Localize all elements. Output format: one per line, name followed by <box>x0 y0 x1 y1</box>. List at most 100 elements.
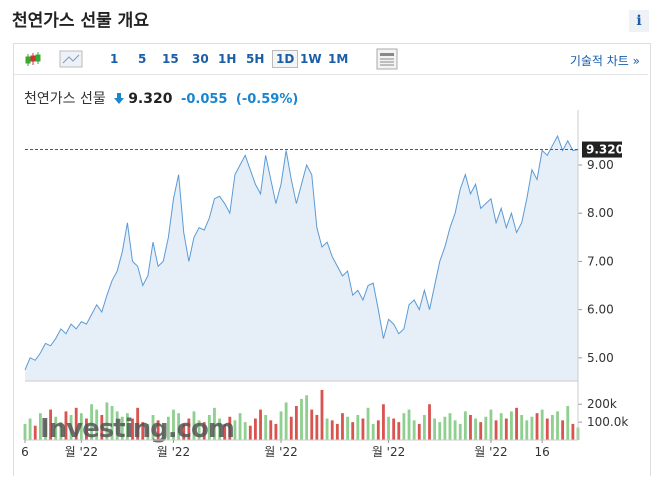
volume-bar <box>422 414 426 440</box>
y-tick-label: 7.00 <box>587 254 614 268</box>
volume-bar <box>325 418 329 440</box>
volume-bar <box>530 416 534 440</box>
volume-bar <box>38 413 42 440</box>
volume-bar <box>520 414 524 440</box>
x-tick-label: 월 '22 <box>474 445 507 459</box>
volume-bar <box>479 422 483 440</box>
instrument-name: 천연가스 선물 <box>24 91 106 107</box>
x-tick-label: 월 '22 <box>65 445 98 459</box>
volume-bar <box>187 418 191 440</box>
volume-bar <box>64 411 68 440</box>
volume-bar <box>489 409 493 440</box>
interval-button[interactable]: 15 <box>162 52 179 66</box>
volume-bar <box>202 422 206 440</box>
volume-bar <box>172 409 175 440</box>
volume-bar <box>79 413 83 440</box>
volume-bar <box>443 416 447 440</box>
volume-bar <box>397 422 401 440</box>
interval-button[interactable]: 30 <box>192 52 209 66</box>
volume-bar <box>289 416 293 440</box>
volume-bar <box>294 406 298 440</box>
interval-button[interactable]: 5H <box>246 52 265 66</box>
volume-bar <box>361 418 365 440</box>
volume-bar <box>300 398 303 440</box>
change-percent: (-0.59%) <box>235 92 299 107</box>
volume-bar <box>341 413 344 440</box>
volume-bar <box>131 418 134 440</box>
volume-bar <box>274 423 278 440</box>
settings-icon[interactable] <box>376 48 400 72</box>
y-tick-label: 8.00 <box>587 206 614 220</box>
volume-bar <box>371 423 375 440</box>
interval-button[interactable]: 5 <box>138 52 147 66</box>
volume-bar <box>197 420 201 440</box>
volume-bar <box>192 411 196 440</box>
volume-bar <box>49 409 53 440</box>
volume-bar <box>515 407 518 440</box>
volume-bar <box>499 413 503 440</box>
info-button[interactable]: i <box>629 10 649 32</box>
volume-bar <box>207 414 211 440</box>
volume-bar <box>120 416 124 440</box>
volume-bar <box>54 416 58 440</box>
volume-bar <box>90 404 93 440</box>
volume-bar <box>535 413 539 440</box>
volume-bar <box>376 420 380 440</box>
volume-bar <box>233 420 237 440</box>
quote: 천연가스 선물 9.320 -0.055 (-0.59%) <box>24 88 298 108</box>
volume-bar <box>136 407 140 440</box>
volume-bar <box>146 423 150 440</box>
volume-bar <box>115 411 119 440</box>
volume-bar <box>141 422 145 440</box>
volume-bar <box>166 416 170 440</box>
volume-bar <box>407 409 411 440</box>
interval-button[interactable]: 1D <box>272 50 299 68</box>
volume-bar <box>125 413 129 440</box>
volume-bar <box>561 420 565 440</box>
volume-bar <box>218 418 221 440</box>
volume-bar <box>402 413 406 440</box>
volume-bar <box>428 404 431 440</box>
volume-bar <box>484 416 488 440</box>
volume-bar <box>28 418 32 440</box>
interval-button[interactable]: 1 <box>110 52 119 66</box>
x-tick-label: 6 <box>21 445 29 459</box>
volume-bar <box>33 425 37 440</box>
volume-bar <box>448 413 452 440</box>
volume-bar <box>545 418 549 440</box>
volume-bar <box>223 423 227 440</box>
volume-bar <box>474 418 478 440</box>
technical-chart-link[interactable]: 기술적 차트 » <box>569 54 640 68</box>
volume-bar <box>387 416 390 440</box>
volume-bar <box>346 416 349 440</box>
chart-type-icons[interactable] <box>14 44 104 74</box>
interval-button[interactable]: 1M <box>328 52 349 66</box>
last-price-label: 9.320 <box>586 143 624 157</box>
volume-bar <box>182 423 186 440</box>
volume-bar <box>177 413 181 440</box>
volume-bar <box>494 420 498 440</box>
interval-button[interactable]: 1H <box>218 52 237 66</box>
volume-bar <box>458 423 462 440</box>
volume-bar <box>279 411 283 440</box>
interval-button[interactable]: 1W <box>300 52 322 66</box>
volume-bar <box>284 402 288 440</box>
volume-bar <box>356 414 360 440</box>
volume-bar <box>264 414 268 440</box>
price-area <box>25 136 578 381</box>
volume-bar <box>69 414 73 440</box>
watermark: Investing.com <box>40 414 234 444</box>
chart-frame <box>13 43 651 476</box>
volume-bar <box>469 414 472 440</box>
volume-bar <box>510 411 513 440</box>
volume-bar <box>540 409 544 440</box>
volume-bar <box>213 407 216 440</box>
widget-title: 천연가스 선물 개요 <box>12 11 149 31</box>
volume-bar <box>463 411 467 440</box>
volume-bar <box>412 420 416 440</box>
volume-bar <box>59 422 63 440</box>
down-arrow <box>114 93 125 104</box>
volume-bar <box>161 425 165 440</box>
